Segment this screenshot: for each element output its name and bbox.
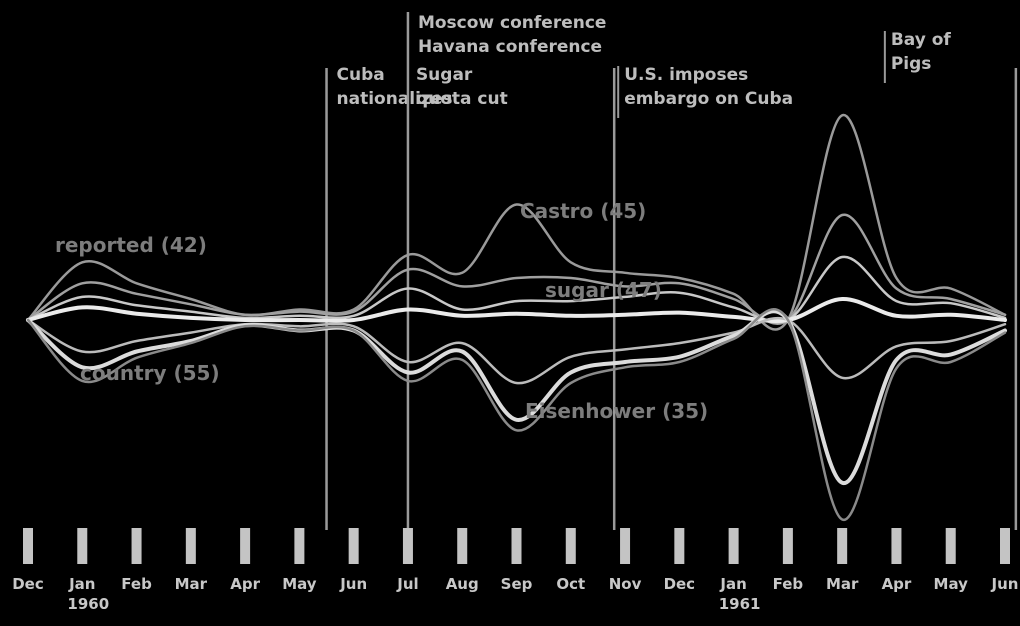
axis-tick-label: Jun (339, 575, 367, 593)
axis-tick (728, 528, 739, 564)
axis-tick-label: Sep (501, 575, 533, 593)
event-label: Pigs (891, 54, 932, 74)
axis-tick-label: Jan (719, 575, 746, 593)
axis-tick (77, 528, 88, 564)
series-label: reported (42) (55, 233, 207, 257)
axis-tick-label: Dec (664, 575, 696, 593)
axis-tick (240, 528, 251, 564)
axis-tick-label: Jun (991, 575, 1019, 593)
event-label: Sugar (416, 65, 473, 85)
axis-tick (891, 528, 902, 564)
stream-areas (26, 114, 1007, 521)
series-line (26, 296, 1007, 323)
series-line (26, 309, 1007, 485)
event-label: Cuba (337, 65, 385, 85)
series-line (26, 213, 1007, 325)
event-label: Moscow conference (418, 13, 607, 33)
axis-tick (945, 528, 956, 564)
axis-tick (674, 528, 685, 564)
year-label: 1960 (67, 595, 109, 613)
axis-tick (402, 528, 413, 564)
axis-tick (1000, 528, 1010, 564)
axis-tick-label: Jan (68, 575, 95, 593)
axis-tick (511, 528, 522, 564)
event-label: embargo on Cuba (624, 89, 793, 109)
axis-tick-label: Mar (826, 575, 859, 593)
axis-tick (185, 528, 196, 564)
series-label: Castro (45) (520, 199, 646, 223)
series-label: country (55) (80, 361, 220, 385)
axis-tick-label: Jul (396, 575, 418, 593)
event-label: quota cut (416, 89, 508, 109)
axis-tick-label: Nov (609, 575, 642, 593)
event-label: Havana conference (418, 37, 602, 57)
axis-tick-label: Feb (121, 575, 152, 593)
axis-tick (294, 528, 305, 564)
series-label: Eisenhower (35) (525, 399, 708, 423)
axis-tick (457, 528, 468, 564)
series-line (26, 316, 1007, 385)
axis-tick-label: May (934, 575, 969, 593)
axis-tick-label: Apr (882, 575, 912, 593)
axis-tick-label: Apr (230, 575, 260, 593)
axis-tick (565, 528, 576, 564)
axis-tick-label: Feb (773, 575, 804, 593)
axis-tick-label: May (282, 575, 317, 593)
series-line (26, 114, 1007, 331)
series-labels: reported (42) Castro (45) sugar (47) countr… (55, 199, 708, 423)
axis-tick (782, 528, 793, 564)
event-label: nationalizes (337, 89, 453, 109)
axis-tick-label: Dec (12, 575, 44, 593)
event-label: Bay of (891, 30, 952, 50)
series-label: sugar (47) (545, 278, 662, 302)
axis-tick (131, 528, 142, 564)
axis-tick-label: Aug (446, 575, 479, 593)
axis-tick (620, 528, 631, 564)
event-markers: Cuba nationalizes Sugar quota cut Moscow con… (325, 12, 1018, 530)
axis-tick (23, 528, 33, 564)
time-axis: Dec Jan Feb Mar Apr May Jun Jul Aug Sep Oct Nov Dec J… (12, 528, 1018, 613)
axis-tick-label: Oct (556, 575, 585, 593)
axis-tick (348, 528, 359, 564)
event-label: U.S. imposes (624, 65, 748, 85)
series-line (26, 308, 1007, 521)
axis-tick-label: Mar (175, 575, 208, 593)
year-label: 1961 (719, 595, 761, 613)
axis-tick (837, 528, 848, 564)
series-line (26, 255, 1007, 324)
